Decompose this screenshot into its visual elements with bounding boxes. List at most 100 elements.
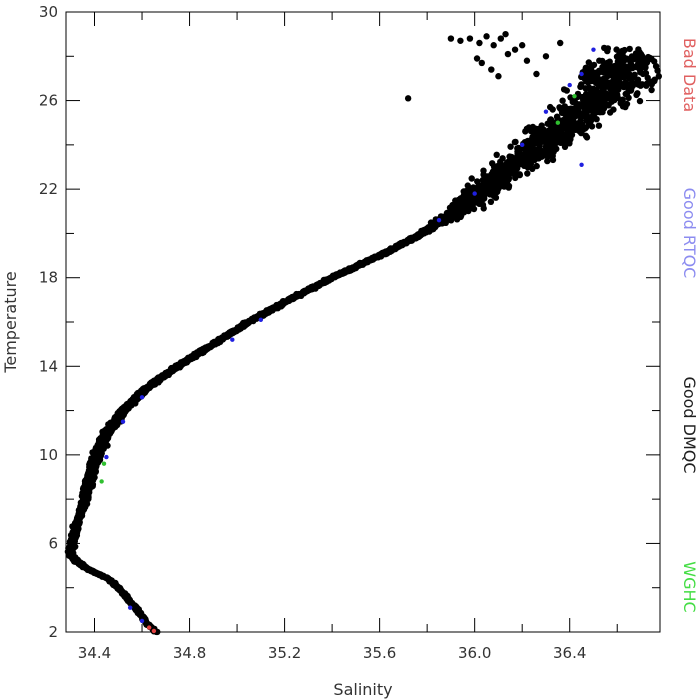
data-point <box>627 82 634 90</box>
data-point <box>561 143 569 150</box>
data-point <box>129 396 136 403</box>
data-point <box>495 185 502 192</box>
data-point <box>627 87 635 94</box>
flagged-point <box>555 120 561 125</box>
data-point <box>622 79 630 86</box>
data-point <box>88 457 95 464</box>
data-point <box>457 198 465 205</box>
data-point <box>494 164 501 171</box>
data-point <box>655 73 662 80</box>
data-point <box>505 182 513 190</box>
data-point <box>614 83 621 90</box>
data-point <box>468 175 475 182</box>
data-point <box>604 45 612 52</box>
flagged-point <box>436 217 442 223</box>
data-point <box>510 159 517 166</box>
flagged-point <box>472 191 477 196</box>
flagged-point <box>579 71 584 77</box>
outlier-point <box>511 46 519 53</box>
data-point <box>555 126 563 133</box>
data-point <box>603 68 610 75</box>
data-point <box>601 92 609 100</box>
data-point <box>634 76 642 83</box>
data-point <box>615 51 623 59</box>
data-point <box>260 311 268 318</box>
data-point <box>123 593 130 601</box>
y-tick-label: 6 <box>48 534 58 552</box>
data-point <box>523 125 531 132</box>
data-point <box>481 195 488 202</box>
data-point <box>96 451 103 458</box>
data-point <box>621 46 628 54</box>
data-point <box>396 243 403 250</box>
data-point <box>493 151 500 158</box>
data-point <box>593 101 601 109</box>
data-point <box>610 106 617 113</box>
data-point <box>143 384 151 392</box>
flagged-point <box>120 419 126 424</box>
data-point <box>578 81 585 88</box>
legend: Bad Data Good RTQC Good DMQC WGHC <box>680 38 699 613</box>
data-point <box>535 125 543 133</box>
data-point <box>585 95 592 103</box>
x-tick-label: 34.4 <box>78 644 111 662</box>
data-point <box>81 563 88 570</box>
data-point <box>533 162 540 170</box>
data-point <box>544 157 551 165</box>
data-point <box>559 138 566 145</box>
outlier-point <box>478 59 485 67</box>
data-point <box>633 63 640 71</box>
y-tick-label: 2 <box>48 623 58 641</box>
data-point <box>635 46 642 53</box>
data-point <box>76 514 84 521</box>
data-point <box>617 61 624 68</box>
data-point <box>104 429 112 436</box>
scatter-points <box>64 30 662 636</box>
data-point <box>592 69 599 77</box>
data-point <box>526 144 533 151</box>
x-axis-label: Salinity <box>333 680 392 699</box>
data-point <box>342 268 349 275</box>
data-point <box>235 325 242 332</box>
outlier-point <box>518 42 526 49</box>
data-point <box>557 105 564 112</box>
data-point <box>447 217 455 224</box>
data-point <box>600 99 607 106</box>
y-tick-label: 10 <box>39 446 58 464</box>
data-point <box>569 98 576 106</box>
outlier-point <box>502 30 509 38</box>
data-point <box>119 405 126 412</box>
flagged-point <box>127 605 133 610</box>
data-point <box>549 106 556 113</box>
data-point <box>499 155 506 162</box>
highlight-points <box>99 47 596 634</box>
data-point <box>547 137 555 144</box>
y-axis-label: Temperature <box>1 271 20 373</box>
data-point <box>631 55 638 63</box>
outlier-point <box>457 37 464 44</box>
data-point <box>152 379 160 387</box>
outlier-point <box>488 66 495 73</box>
outlier-point <box>473 55 481 62</box>
data-point <box>178 360 186 368</box>
data-point <box>480 171 487 178</box>
data-point <box>470 184 477 191</box>
data-point <box>582 132 590 139</box>
data-point <box>364 257 371 265</box>
legend-entry: Good DMQC <box>680 376 699 473</box>
data-point <box>588 76 595 83</box>
data-point <box>80 499 87 507</box>
data-point <box>595 122 603 129</box>
data-point <box>536 142 543 150</box>
outlier-point <box>490 42 497 49</box>
x-tick-label: 35.2 <box>268 644 301 662</box>
data-point <box>489 160 496 167</box>
data-point <box>547 146 554 153</box>
data-point <box>87 466 94 473</box>
y-tick-label: 14 <box>39 357 58 375</box>
data-point <box>613 69 620 77</box>
outlier-point <box>483 33 490 40</box>
x-tick-label: 36.4 <box>553 644 586 662</box>
outlier-point <box>466 35 474 42</box>
